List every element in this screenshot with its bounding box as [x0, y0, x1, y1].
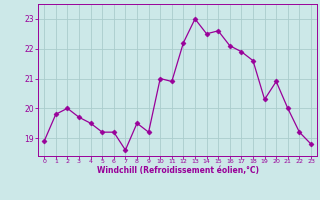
X-axis label: Windchill (Refroidissement éolien,°C): Windchill (Refroidissement éolien,°C) [97, 166, 259, 175]
